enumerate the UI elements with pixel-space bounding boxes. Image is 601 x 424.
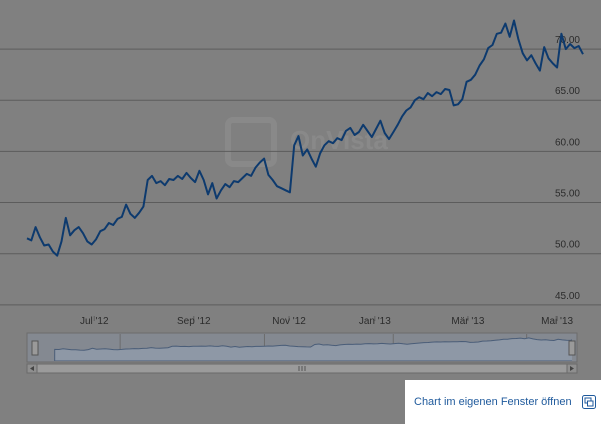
x-tick-label: Mai '13	[541, 316, 573, 327]
y-tick-label: 45.00	[555, 291, 580, 302]
chart-background	[0, 0, 601, 380]
x-tick-label: Jan '13	[359, 316, 391, 327]
price-line	[26, 19, 584, 257]
window-icon	[581, 395, 596, 409]
y-tick-label: 65.00	[555, 86, 580, 97]
navigator-handle[interactable]	[568, 340, 576, 356]
navigator-handle[interactable]	[31, 340, 39, 356]
y-tick-label: 60.00	[555, 137, 580, 148]
watermark-logo	[225, 117, 277, 167]
arrow-icon	[570, 366, 574, 371]
link-text[interactable]: Chart im eigenen Fenster öffnen	[414, 396, 572, 408]
y-tick-label: 50.00	[555, 240, 580, 251]
scrollbar	[26, 363, 578, 374]
x-tick-label: Jul '12	[80, 316, 109, 327]
arrow-icon	[30, 366, 34, 371]
y-tick-label: 55.00	[555, 189, 580, 200]
x-tick-label: Sep '12	[177, 316, 211, 327]
x-tick-label: Mär '13	[451, 316, 484, 327]
navigator-area	[54, 337, 572, 361]
x-tick-label: Nov '12	[272, 316, 306, 327]
grip-icon	[298, 366, 306, 371]
y-tick-label: 70.00	[555, 35, 580, 46]
navigator-handles	[31, 340, 576, 356]
open-chart-link[interactable]: Chart im eigenen Fenster öffnen	[405, 380, 601, 424]
chart: OnVista 45.0050.0055.0060.0065.0070.00Ju…	[0, 0, 601, 380]
